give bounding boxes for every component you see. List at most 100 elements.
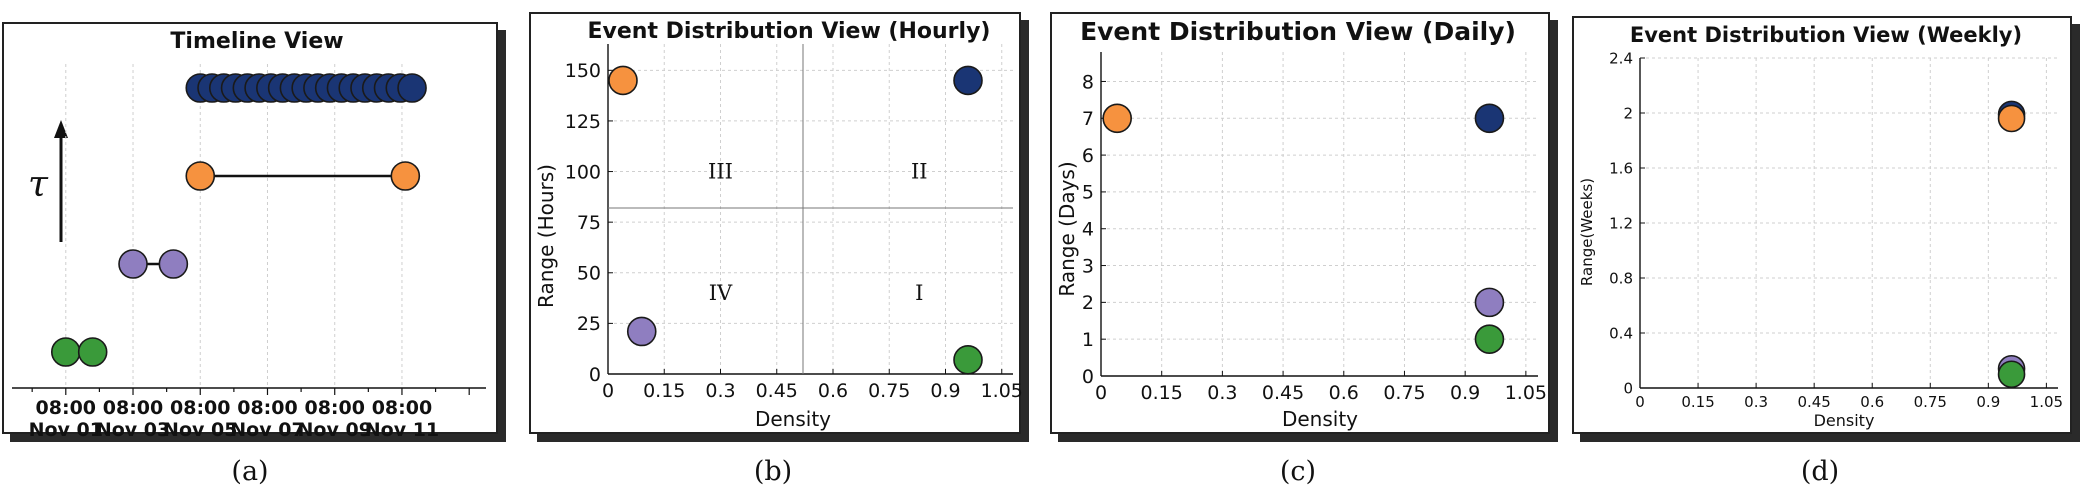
data-point-green [1997,360,2026,389]
x-tick-date: Nov 03 [96,419,170,441]
x-tick-date: Nov 01 [29,419,103,441]
y-tick-label: 1 [1082,329,1094,351]
x-tick-time: 08:00 [170,397,230,419]
gridlines [608,44,1013,374]
x-tick-label: 1.05 [981,380,1023,402]
x-tick-label: 0.15 [643,380,685,402]
event-point-green [50,337,81,367]
chart-title: Timeline View [170,29,343,54]
quadrant-label: I [915,281,923,305]
x-tick-label: 0.75 [1383,382,1425,404]
x-tick-date: Nov 05 [163,419,237,441]
weekly-distribution-panel: Event Distribution View (Weekly) Density… [1572,16,2072,434]
quadrant-label: II [911,160,928,184]
event-point-navy [397,73,427,103]
gridlines [1640,57,2058,388]
x-tick-label: 0.3 [1744,393,1768,411]
data-point-orange [1997,104,2026,133]
x-tick-label: 1.05 [2030,393,2063,411]
x-axis-label: Density [755,407,831,431]
caption-b: (b) [753,456,793,487]
y-axis-label: Range (Days) [1055,161,1079,296]
timeline-view-panel: Timeline View τ 08:00 Nov 01 08:00 Nov 03 08… [2,22,498,441]
quadrant-label: III [708,160,733,184]
gridlines [1101,52,1538,376]
x-tick-time: 08:00 [304,397,364,419]
x-tick-date: Nov 11 [365,419,439,441]
x-tick-time: 08:00 [372,397,432,419]
x-tick-date: Nov 07 [230,419,304,441]
caption-c: (c) [1279,456,1317,487]
y-tick-label: 50 [577,263,601,285]
x-tick-label: 0.15 [1681,393,1714,411]
y-tick-label: 150 [565,60,601,82]
data-point-purple [1474,287,1505,318]
data-point-purple [626,316,657,347]
event-point-orange [185,161,216,191]
x-tick-label: 0 [602,380,614,402]
x-tick-label: 0 [1095,382,1107,404]
event-point-purple [158,249,189,279]
quadrant-label: IV [709,281,733,305]
x-tick-time: 08:00 [103,397,163,419]
hourly-distribution-chart: Event Distribution View (Hourly) Density… [534,19,1023,431]
y-tick-label: 3 [1082,255,1094,277]
caption-a: (a) [231,456,269,487]
tau-label: τ [28,164,49,205]
x-tick-time: 08:00 [237,397,297,419]
y-tick-label: 125 [565,111,601,133]
x-tick-label: 0.75 [868,380,910,402]
x-tick-label: 0.6 [1860,393,1884,411]
y-tick-label: 0 [1082,366,1094,388]
x-tick-label: 0.45 [756,380,798,402]
chart-title: Event Distribution View (Daily) [1080,17,1516,46]
x-tick-label: 0.45 [1262,382,1304,404]
y-tick-label: 2 [1082,292,1094,314]
x-tick-label: 0.45 [1797,393,1830,411]
data-point-orange [1102,103,1132,134]
y-tick-label: 0.8 [1609,269,1633,287]
y-tick-label: 8 [1082,71,1094,93]
y-tick-label: 1.2 [1609,214,1633,232]
data-point-orange [608,65,638,96]
x-axis-label: Density [1814,411,1875,430]
chart-title: Event Distribution View (Hourly) [588,19,991,44]
gridlines [65,64,403,388]
y-tick-label: 1.6 [1609,159,1633,177]
y-tick-label: 6 [1082,145,1094,167]
caption-d: (d) [1800,456,1840,487]
event-point-orange [390,161,421,191]
x-axis-label: Density [1282,407,1358,431]
x-tick-time: 08:00 [36,397,96,419]
y-tick-label: 2.4 [1609,49,1633,67]
data-point-green [1474,324,1505,354]
event-point-green [77,337,108,367]
x-tick-label: 0.9 [1450,382,1480,404]
chart-title: Event Distribution View (Weekly) [1630,23,2022,47]
y-tick-label: 25 [577,313,601,335]
y-tick-label: 2 [1623,104,1633,122]
x-tick-label: 0.75 [1914,393,1947,411]
y-tick-label: 75 [577,212,601,234]
y-tick-label: 0 [589,364,601,386]
x-tick-date: Nov 09 [298,419,372,441]
y-axis-label: Range(Weeks) [1578,178,1596,286]
y-tick-label: 100 [565,161,601,183]
y-tick-label: 4 [1082,219,1094,241]
x-tick-label: 0.6 [1329,382,1359,404]
x-tick-label: 0.3 [705,380,735,402]
data-point-navy [1474,103,1505,134]
tau-arrow-head [54,120,68,138]
y-tick-label: 5 [1082,182,1094,204]
x-tick-label: 0 [1635,393,1645,411]
daily-distribution-chart: Event Distribution View (Daily) Density … [1055,17,1547,431]
data-point-navy [953,65,983,96]
x-tick-label: 0.6 [818,380,848,402]
y-tick-label: 7 [1082,108,1094,130]
y-axis-label: Range (Hours) [534,164,558,308]
event-point-purple [118,249,148,279]
x-tick-label: 0.9 [930,380,960,402]
y-tick-label: 0.4 [1609,324,1633,342]
weekly-distribution-chart: Event Distribution View (Weekly) Density… [1578,23,2063,430]
